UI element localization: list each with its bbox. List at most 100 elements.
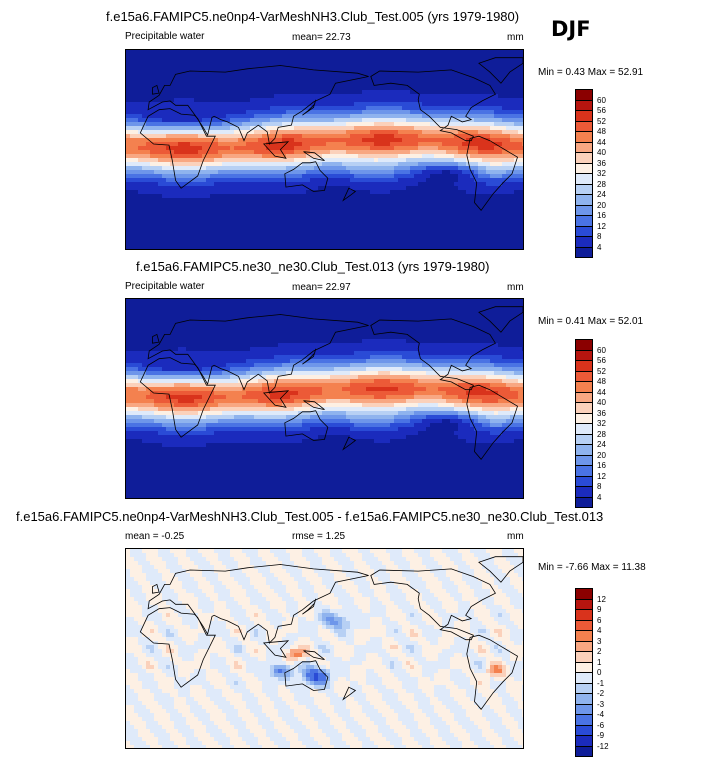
- field-cell: [390, 170, 395, 175]
- field-cell: [490, 150, 495, 155]
- field-cell: [210, 94, 215, 99]
- field-cell: [174, 74, 179, 79]
- field-cell: [438, 214, 443, 219]
- field-cell: [170, 194, 175, 199]
- field-cell: [134, 110, 139, 115]
- field-cell: [354, 210, 359, 215]
- field-cell: [162, 202, 167, 207]
- field-cell: [258, 198, 263, 203]
- field-cell: [458, 238, 463, 243]
- field-cell: [514, 50, 519, 55]
- field-cell: [414, 110, 419, 115]
- field-cell: [414, 58, 419, 63]
- field-cell: [218, 210, 223, 215]
- field-cell: [290, 66, 295, 71]
- field-cell: [422, 78, 427, 83]
- field-cell: [462, 70, 467, 75]
- field-cell: [494, 198, 499, 203]
- field-cell: [274, 118, 279, 123]
- field-cell: [162, 82, 167, 87]
- field-cell: [282, 78, 287, 83]
- field-cell: [378, 78, 383, 83]
- field-cell: [290, 162, 295, 167]
- field-cell: [342, 98, 347, 103]
- field-cell: [386, 166, 391, 171]
- field-cell: [382, 122, 387, 127]
- field-cell: [270, 230, 275, 235]
- field-cell: [406, 90, 411, 95]
- field-cell: [242, 222, 247, 227]
- field-cell: [442, 182, 447, 187]
- field-cell: [322, 118, 327, 123]
- field-cell: [322, 122, 327, 127]
- field-cell: [514, 170, 519, 175]
- field-cell: [150, 134, 155, 139]
- field-cell: [454, 198, 459, 203]
- field-cell: [210, 178, 215, 183]
- field-cell: [490, 198, 495, 203]
- field-cell: [470, 114, 475, 119]
- field-cell: [366, 58, 371, 63]
- field-cell: [318, 218, 323, 223]
- field-cell: [310, 54, 315, 59]
- field-cell: [302, 206, 307, 211]
- field-cell: [310, 154, 315, 159]
- field-cell: [290, 186, 295, 191]
- field-cell: [130, 166, 135, 171]
- field-cell: [490, 170, 495, 175]
- field-cell: [154, 186, 159, 191]
- field-cell: [238, 62, 243, 67]
- field-cell: [146, 98, 151, 103]
- field-cell: [262, 214, 267, 219]
- field-cell: [318, 130, 323, 135]
- field-cell: [406, 94, 411, 99]
- field-cell: [238, 206, 243, 211]
- field-cell: [138, 174, 143, 179]
- field-cell: [298, 182, 303, 187]
- field-cell: [222, 118, 227, 123]
- field-cell: [274, 198, 279, 203]
- field-cell: [446, 86, 451, 91]
- field-cell: [190, 174, 195, 179]
- field-cell: [302, 202, 307, 207]
- field-cell: [214, 106, 219, 111]
- field-cell: [250, 178, 255, 183]
- field-cell: [454, 114, 459, 119]
- field-cell: [186, 118, 191, 123]
- field-cell: [150, 118, 155, 123]
- field-cell: [234, 54, 239, 59]
- field-cell: [318, 98, 323, 103]
- field-cell: [254, 142, 259, 147]
- field-cell: [490, 130, 495, 135]
- field-cell: [282, 50, 287, 55]
- field-cell: [410, 62, 415, 67]
- field-cell: [130, 210, 135, 215]
- field-cell: [158, 214, 163, 219]
- field-cell: [258, 118, 263, 123]
- field-cell: [326, 150, 331, 155]
- field-cell: [522, 202, 523, 207]
- field-cell: [234, 150, 239, 155]
- field-cell: [434, 74, 439, 79]
- field-cell: [466, 94, 471, 99]
- field-cell: [266, 158, 271, 163]
- field-cell: [394, 246, 399, 249]
- field-cell: [506, 146, 511, 151]
- field-cell: [198, 146, 203, 151]
- field-cell: [242, 194, 247, 199]
- field-cell: [506, 70, 511, 75]
- field-cell: [386, 50, 391, 55]
- field-cell: [346, 170, 351, 175]
- field-cell: [150, 174, 155, 179]
- field-cell: [206, 138, 211, 143]
- field-cell: [354, 178, 359, 183]
- field-cell: [134, 146, 139, 151]
- field-cell: [286, 86, 291, 91]
- field-cell: [362, 150, 367, 155]
- field-cell: [450, 190, 455, 195]
- field-cell: [178, 118, 183, 123]
- field-cell: [398, 190, 403, 195]
- field-cell: [150, 138, 155, 143]
- field-cell: [350, 86, 355, 91]
- field-cell: [454, 178, 459, 183]
